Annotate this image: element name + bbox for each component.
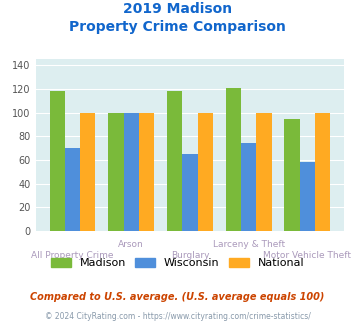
Text: Larceny & Theft: Larceny & Theft (213, 241, 285, 249)
Text: © 2024 CityRating.com - https://www.cityrating.com/crime-statistics/: © 2024 CityRating.com - https://www.city… (45, 312, 310, 321)
Bar (300, 162, 315, 231)
Text: Compared to U.S. average. (U.S. average equals 100): Compared to U.S. average. (U.S. average … (30, 292, 325, 302)
Bar (182, 154, 198, 231)
Bar (167, 91, 182, 231)
Text: All Property Crime: All Property Crime (31, 251, 114, 260)
Text: Arson: Arson (118, 241, 144, 249)
Bar (315, 113, 330, 231)
Bar (198, 113, 213, 231)
Text: Motor Vehicle Theft: Motor Vehicle Theft (263, 251, 351, 260)
Legend: Madison, Wisconsin, National: Madison, Wisconsin, National (47, 253, 308, 273)
Bar (256, 113, 272, 231)
Bar (50, 91, 65, 231)
Text: Burglary: Burglary (171, 251, 209, 260)
Bar (139, 113, 154, 231)
Bar (124, 113, 139, 231)
Bar (108, 113, 124, 231)
Bar (65, 148, 80, 231)
Text: 2019 Madison: 2019 Madison (123, 2, 232, 16)
Bar (226, 88, 241, 231)
Bar (284, 118, 300, 231)
Bar (80, 113, 95, 231)
Text: Property Crime Comparison: Property Crime Comparison (69, 20, 286, 34)
Bar (241, 144, 256, 231)
